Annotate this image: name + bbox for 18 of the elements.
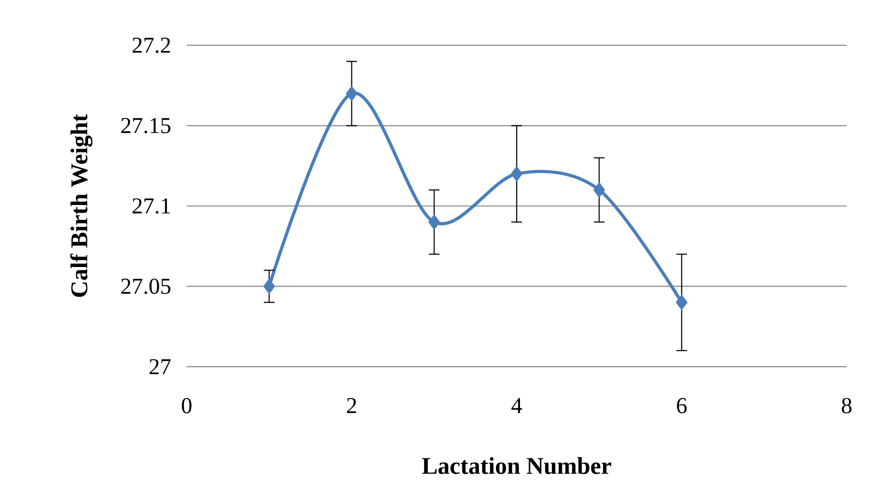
y-tick-label: 27.15 (121, 118, 170, 134)
y-tick-label: 27.05 (121, 278, 170, 294)
y-tick-label: 27.2 (132, 38, 170, 53)
x-tick-label: 8 (842, 398, 852, 414)
point (346, 86, 358, 102)
y-tick-label: 27.1 (132, 198, 170, 214)
x-tick-label: 4 (511, 398, 522, 413)
point (428, 214, 440, 230)
point (263, 278, 276, 294)
x-axis-title: Lactation Number (422, 457, 612, 474)
x-tick-label: 0 (182, 398, 192, 414)
point (510, 166, 523, 182)
point (593, 182, 605, 198)
x-tick-label: 2 (347, 398, 356, 414)
point (676, 294, 688, 310)
x-tick-label: 6 (676, 398, 687, 414)
y-axis-title: Calf Birth Weight (70, 114, 92, 297)
y-tick-label: 27 (150, 359, 171, 374)
